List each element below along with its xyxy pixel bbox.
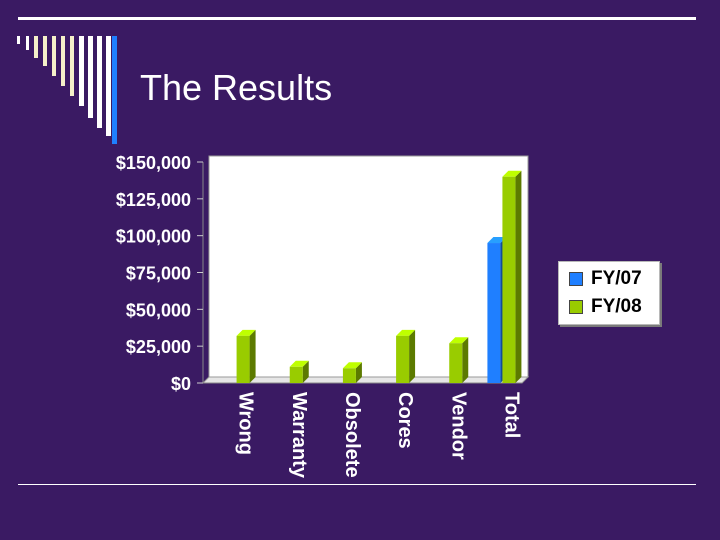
bar-fy07-total: [487, 243, 501, 383]
bar-fy08-wrong: [236, 335, 250, 383]
chart-legend: FY/07 FY/08: [558, 261, 660, 325]
bar-top: [487, 237, 507, 244]
x-tick-label: Total: [500, 392, 522, 438]
bar-fy08-obsolete: [342, 368, 356, 383]
bar-top: [502, 170, 522, 177]
decorative-bars: [17, 36, 117, 144]
x-tick-label: Cores: [394, 392, 416, 449]
bar-side: [302, 360, 309, 383]
bar-side: [355, 362, 362, 383]
bar-side: [515, 170, 522, 383]
bar-top: [342, 362, 362, 369]
bar-fy08-cores: [396, 335, 410, 383]
legend-item-fy08: FY/08: [569, 296, 642, 318]
bar-top: [236, 329, 256, 336]
x-tick-label: Wrong: [235, 392, 257, 455]
y-tick-label: $150,000: [116, 153, 191, 173]
y-tick-label: $75,000: [126, 264, 191, 284]
bar-fy08-warranty: [289, 366, 303, 383]
y-tick-label: $25,000: [126, 337, 191, 357]
x-tick-label: Vendor: [447, 392, 469, 460]
legend-swatch-fy07: [569, 272, 583, 286]
y-tick-label: $125,000: [116, 190, 191, 210]
top-rule: [18, 17, 696, 20]
y-tick-label: $0: [171, 374, 191, 394]
legend-label: FY/08: [591, 296, 642, 317]
legend-label: FY/07: [591, 268, 642, 289]
legend-item-fy07: FY/07: [569, 268, 642, 290]
bar-top: [396, 329, 416, 336]
y-tick-label: $50,000: [126, 300, 191, 320]
bar-side: [462, 337, 469, 383]
x-tick-label: Obsolete: [341, 392, 363, 478]
bar-side: [409, 329, 416, 383]
x-tick-label: Warranty: [288, 392, 310, 479]
bar-top: [449, 337, 469, 344]
y-tick-label: $100,000: [116, 227, 191, 247]
bar-side: [249, 329, 256, 383]
plot-area: [208, 155, 529, 378]
slide-title: The Results: [140, 67, 333, 108]
bar-fy08-total: [502, 176, 516, 383]
bar-top: [289, 360, 309, 367]
legend-swatch-fy08: [569, 300, 583, 314]
bar-fy08-vendor: [449, 343, 463, 383]
bottom-rule: [18, 484, 696, 485]
